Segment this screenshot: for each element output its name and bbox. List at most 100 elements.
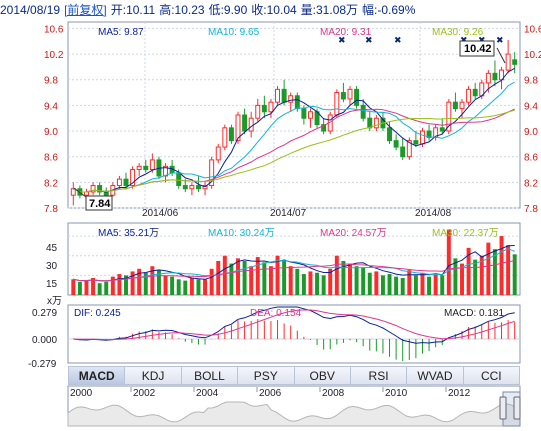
event-marker-icon[interactable]: ✖ xyxy=(394,35,402,45)
x-label-jun: 2014/06 xyxy=(142,208,179,219)
event-marker-icon[interactable]: ✖ xyxy=(365,35,373,45)
price-grid xyxy=(68,22,520,209)
price-y-tick-right: 7.8 xyxy=(524,204,538,215)
volume-bar xyxy=(308,271,313,295)
candle-body xyxy=(209,159,215,187)
event-marker-icon[interactable]: ✖ xyxy=(338,35,346,45)
tab-wvad[interactable]: WVAD xyxy=(407,366,464,385)
tab-rsi[interactable]: RSI xyxy=(350,366,408,385)
candle-body xyxy=(176,172,182,187)
candle-body xyxy=(472,88,478,97)
high-callout-label: 10.42 xyxy=(464,43,492,55)
candle-body xyxy=(413,140,419,145)
volume-bar xyxy=(473,259,478,295)
volume-bar xyxy=(486,242,491,295)
event-marker-icon[interactable]: ✖ xyxy=(460,35,468,45)
volume-ma10-line xyxy=(73,248,515,282)
event-marker-icon[interactable]: ✖ xyxy=(478,35,486,45)
candlestick-series xyxy=(70,39,518,206)
event-marker-icon[interactable]: ✖ xyxy=(496,35,504,45)
x-label-jul: 2014/07 xyxy=(270,208,307,219)
navigator-left-handle[interactable] xyxy=(499,396,507,420)
candle-body xyxy=(347,88,353,100)
tab-macd[interactable]: MACD xyxy=(68,366,126,385)
change-pct: 幅:-0.69% xyxy=(362,3,416,17)
low-callout-label: 7.84 xyxy=(89,198,111,210)
candle-body xyxy=(307,111,313,119)
candle-body xyxy=(360,104,366,119)
volume-bar xyxy=(374,271,379,295)
dif-line xyxy=(73,306,515,344)
volume-bar xyxy=(110,276,115,295)
vol-ma20-label: MA20: 24.57万 xyxy=(320,228,387,239)
price-y-tick-right: 9.4 xyxy=(524,101,538,112)
volume-bar xyxy=(71,279,76,295)
vol-tick-30: 30 xyxy=(46,261,58,272)
volume-bar xyxy=(143,272,148,295)
volume-bar xyxy=(104,281,109,295)
volume-bar xyxy=(354,266,359,295)
candle-body xyxy=(439,127,445,132)
candle-body xyxy=(182,185,188,190)
candle-body xyxy=(116,178,122,187)
candle-body xyxy=(189,185,195,190)
volume-bar xyxy=(236,258,240,295)
vol-tick-45: 45 xyxy=(46,243,58,254)
volume-bar xyxy=(466,247,471,295)
tab-psy[interactable]: PSY xyxy=(238,366,295,385)
candle-body xyxy=(334,92,340,116)
candle-body xyxy=(215,146,221,161)
vol-unit: x万 xyxy=(47,296,62,307)
volume-bar xyxy=(176,279,181,295)
volume-bar xyxy=(334,255,339,295)
volume-bar xyxy=(446,229,451,295)
candle-body xyxy=(301,108,307,119)
candle-body xyxy=(505,53,511,71)
volume-bar xyxy=(77,281,82,295)
volume-bar xyxy=(170,276,175,295)
low-price: 低:9.90 xyxy=(208,3,248,17)
ma30-line xyxy=(73,109,515,193)
price-ma10-label: MA10: 9.65 xyxy=(208,27,260,38)
volume-bar xyxy=(150,266,155,295)
macd-panel-frame xyxy=(67,304,521,364)
price-y-tick-right: 8.6 xyxy=(524,153,538,164)
candle-body xyxy=(288,95,294,103)
candle-body xyxy=(195,185,201,190)
price-ma20-label: MA20: 9.31 xyxy=(320,27,372,38)
volume-bar xyxy=(341,260,346,295)
volume-bar xyxy=(506,245,511,295)
tab-kdj[interactable]: KDJ xyxy=(125,366,182,385)
tab-cci[interactable]: CCI xyxy=(463,366,520,385)
volume-bar xyxy=(255,257,260,295)
dea-label: DEA: 0.154 xyxy=(250,308,302,319)
candle-body xyxy=(228,127,234,142)
adjust-toggle[interactable]: [前复权] xyxy=(64,3,107,17)
candle-body xyxy=(393,140,399,148)
price-y-tick-right: 8.2 xyxy=(524,178,538,189)
candle-body xyxy=(485,72,491,84)
candle-body xyxy=(321,124,327,132)
tab-obv[interactable]: OBV xyxy=(294,366,351,385)
volume-bar xyxy=(315,272,320,295)
candle-body xyxy=(123,178,129,187)
macd-tick-bottom: -0.279 xyxy=(28,359,57,370)
tab-boll[interactable]: BOLL xyxy=(181,366,239,385)
volume-bar xyxy=(156,270,161,295)
volume-ma20-line xyxy=(73,260,515,282)
candle-body xyxy=(235,114,241,142)
navigator-right-handle[interactable] xyxy=(513,396,521,420)
volume-bar xyxy=(275,255,280,295)
price-y-tick-left: 8.2 xyxy=(44,178,58,189)
macd-lines xyxy=(73,306,515,344)
volume-bar xyxy=(183,280,188,295)
ma5-line xyxy=(73,67,515,193)
dea-line xyxy=(73,309,515,341)
volume-bar xyxy=(479,255,484,295)
price-y-axis-right: 10.6 10.2 9.8 9.4 9.0 8.6 8.2 7.8 xyxy=(524,24,541,215)
volume-bar xyxy=(380,275,385,295)
volume-bar xyxy=(361,267,366,295)
vol-tick-15: 15 xyxy=(46,279,58,290)
candle-body xyxy=(143,165,149,171)
